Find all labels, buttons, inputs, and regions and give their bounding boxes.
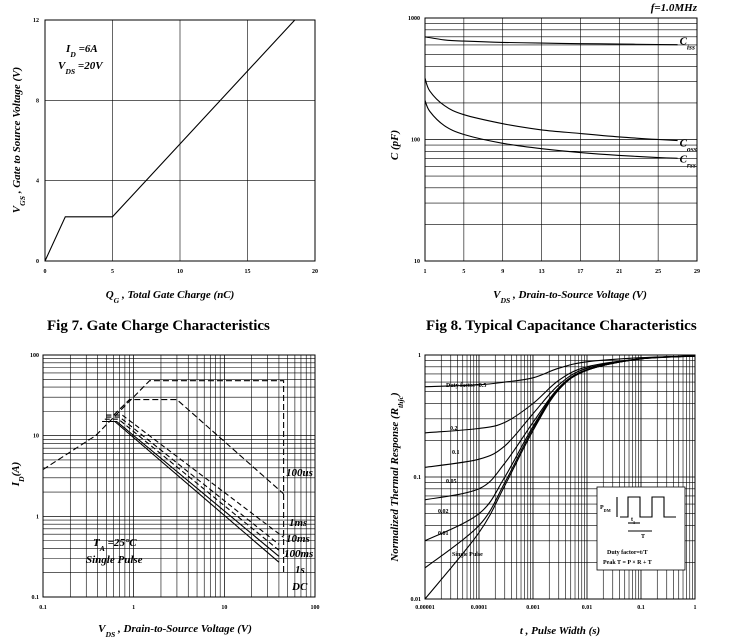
fig8-capacitance-curve <box>424 77 678 142</box>
fig10-thermal-curve <box>424 355 696 600</box>
fig9-y-tick-label: 100 <box>30 353 39 359</box>
fig10-duty-label: 0.02 <box>438 509 449 515</box>
fig9-x-axis-label: VDS , Drain-to-Source Voltage (V) <box>98 623 252 639</box>
fig9-pulse-label: 100us <box>286 467 313 479</box>
fig10-thermal-curve <box>424 355 696 501</box>
fig9-pulse-label: 1s <box>295 564 305 576</box>
fig9-x-tick-label: 100 <box>311 605 320 611</box>
fig8-y-axis-label: C (pF) <box>389 130 401 160</box>
fig7-y-tick-label: 12 <box>33 18 39 24</box>
fig7-y-tick-label: 8 <box>36 98 39 104</box>
fig7-annotation-id: ID =6A <box>65 43 98 59</box>
fig8-x-tick-label: 17 <box>577 269 583 275</box>
fig10-thermal-curve <box>424 355 696 468</box>
fig9-soa-pulse-line <box>106 414 284 538</box>
fig9-x-tick-label: 10 <box>221 605 227 611</box>
fig9-x-tick-label: 1 <box>132 605 135 611</box>
fig9-y-tick-label: 1 <box>36 514 39 520</box>
fig7-x-tick-label: 10 <box>177 269 183 275</box>
fig7-x-tick-label: 0 <box>44 269 47 275</box>
fig10-y-axis-label: Normalized Thermal Response (Rthjc) <box>389 392 405 562</box>
fig10-duty-label: 0.2 <box>450 426 458 432</box>
fig8-frequency-annotation: f=1.0MHz <box>651 2 698 14</box>
fig9-soa-limit-line <box>113 399 284 495</box>
fig8-series-label: Ciss <box>680 36 695 52</box>
fig10-inset-pulse-waveform <box>620 496 676 518</box>
fig10-y-tick-label: 0.01 <box>411 597 422 603</box>
fig9-pulse-label: 100ms <box>284 548 313 560</box>
fig10-plot-frame <box>424 354 696 600</box>
fig10-inset-box <box>596 486 686 571</box>
fig7-x-tick-label: 20 <box>312 269 318 275</box>
fig10-inset-T-label: T <box>641 534 645 540</box>
fig10-duty-label: Single Pulse <box>452 552 483 558</box>
fig9-x-tick-label: 0.1 <box>39 605 47 611</box>
fig10-x-tick-label: 0.001 <box>526 605 540 611</box>
fig8-y-tick-label: 10 <box>414 259 420 265</box>
fig10-duty-label: Duty factor=0.5 <box>446 383 486 389</box>
fig9-pulse-label: DC <box>291 581 308 593</box>
fig8-x-tick-label: 29 <box>694 269 700 275</box>
fig10-inset-duty-text: Duty factor=t/T <box>607 550 648 556</box>
fig8-x-tick-label: 1 <box>424 269 427 275</box>
fig8-x-axis-label: VDS , Drain-to-Source Voltage (V) <box>493 289 647 305</box>
fig8-y-tick-label: 100 <box>411 138 420 144</box>
fig10-inset-t1-label: t1 <box>631 517 635 525</box>
fig10-x-tick-label: 1 <box>694 605 697 611</box>
fig8-x-tick-label: 25 <box>655 269 661 275</box>
fig7-gate-charge-curve <box>44 19 296 262</box>
fig9-y-tick-label: 0.1 <box>32 595 40 601</box>
fig9-plot-frame <box>42 354 316 598</box>
fig10-x-tick-label: 0.00001 <box>415 605 435 611</box>
fig9-y-tick-label: 10 <box>33 434 39 440</box>
fig8-caption: Fig 8. Typical Capacitance Characteristi… <box>426 318 697 334</box>
fig8-series-label: Coss <box>680 138 697 154</box>
fig10-duty-label: 0.05 <box>446 479 457 485</box>
fig10-duty-label: 0.01 <box>438 531 449 537</box>
fig8-y-tick-label: 1000 <box>408 16 420 22</box>
fig7-x-tick-label: 5 <box>111 269 114 275</box>
fig9-soa-pulse-line <box>104 418 280 551</box>
fig8-x-tick-label: 9 <box>501 269 504 275</box>
fig10-y-tick-label: 0.1 <box>414 475 422 481</box>
fig7-annotation-vds: VDS =20V <box>58 60 104 76</box>
fig9-soa-pulse-line <box>106 416 280 545</box>
fig10-x-tick-label: 0.1 <box>637 605 645 611</box>
fig7-plot-frame <box>44 19 316 262</box>
fig8-capacitance-curve <box>424 100 678 159</box>
fig8-series-label: Crss <box>680 153 696 169</box>
fig9-soa-pulse-line <box>102 420 280 563</box>
fig8-capacitance-curve <box>424 36 678 46</box>
fig10-thermal-curve <box>424 355 696 388</box>
fig9-pulse-label: 10ms <box>286 533 310 545</box>
fig9-soa-limit-line <box>42 380 285 573</box>
fig8-plot-frame <box>424 17 698 262</box>
fig9-y-axis-label: ID(A) <box>10 462 26 488</box>
fig10-x-tick-label: 0.0001 <box>471 605 488 611</box>
fig7-y-tick-label: 0 <box>36 259 39 265</box>
fig8-x-tick-label: 5 <box>462 269 465 275</box>
fig10-duty-label: 0.1 <box>452 450 460 456</box>
fig8-x-tick-label: 13 <box>539 269 545 275</box>
fig10-inset-peak-text: Peak T = P × R + T <box>603 560 652 566</box>
fig7-x-axis-label: QG , Total Gate Charge (nC) <box>106 289 235 305</box>
fig7-caption: Fig 7. Gate Charge Characteristics <box>47 318 270 334</box>
fig10-y-tick-label: 1 <box>418 353 421 359</box>
fig10-inset-pdm-label: PDM <box>600 505 611 513</box>
fig9-annotation-ta: TA =25°C <box>93 537 137 553</box>
fig7-x-tick-label: 15 <box>245 269 251 275</box>
fig7-y-axis-label: VGS , Gate to Source Voltage (V) <box>11 67 27 213</box>
fig9-pulse-label: 1ms <box>289 517 307 529</box>
fig8-x-tick-label: 21 <box>616 269 622 275</box>
fig10-x-tick-label: 0.01 <box>582 605 593 611</box>
fig9-annotation-single-pulse: Single Pulse <box>86 554 143 566</box>
fig10-x-axis-label: t , Pulse Width (s) <box>520 625 600 637</box>
fig7-y-tick-label: 4 <box>36 179 39 185</box>
